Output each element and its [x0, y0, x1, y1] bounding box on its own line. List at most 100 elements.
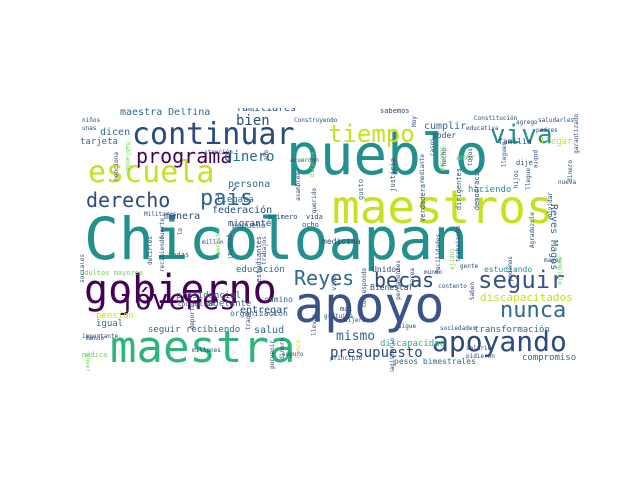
cloud-word: mayor: [544, 257, 563, 264]
cloud-word: completo: [556, 256, 563, 285]
cloud-word: magisterio: [389, 338, 396, 372]
cloud-word: cumplir: [424, 121, 467, 132]
cloud-word: contento: [438, 283, 467, 290]
cloud-word: verdadera: [419, 184, 427, 222]
cloud-word: hecho: [441, 148, 448, 167]
cloud-word: Unidos: [372, 265, 401, 274]
cloud-word: discapacitados: [480, 291, 573, 304]
cloud-word: casos: [429, 138, 436, 157]
cloud-word: mismo: [336, 329, 376, 344]
cloud-word: dirigentes: [455, 168, 463, 211]
cloud-word: dinero: [279, 338, 286, 360]
cloud-word: garantizado: [573, 114, 580, 154]
cloud-word: menciona: [113, 152, 120, 181]
cloud-word: dije: [516, 159, 533, 167]
cloud-word: seguir: [478, 266, 565, 294]
cloud-word: vivo: [331, 276, 338, 291]
cloud-word: gente: [460, 263, 479, 270]
cloud-word: vida: [306, 213, 323, 221]
cloud-word: amor: [456, 153, 476, 162]
cloud-word: nunca: [500, 298, 567, 323]
cloud-word: adultos mayores: [80, 269, 144, 277]
cloud-word: derecho: [86, 188, 171, 212]
cloud-word: compromiso: [522, 353, 577, 363]
cloud-word: pueblo: [286, 123, 489, 188]
cloud-word: poder: [432, 131, 457, 140]
cloud-word: lo: [177, 228, 184, 236]
cloud-word: tarea: [409, 268, 416, 287]
cloud-word: educativa: [466, 125, 499, 132]
cloud-word: podemos: [507, 256, 514, 282]
cloud-word: unas: [82, 125, 97, 132]
cloud-word: justicia: [389, 158, 397, 192]
cloud-word: Agradezcle: [529, 212, 536, 249]
cloud-word: corrupción: [178, 301, 215, 308]
cloud-word: importante: [82, 333, 119, 340]
cloud-word: ocho: [302, 221, 319, 229]
cloud-word: sabemos: [380, 108, 410, 115]
word-cloud: Chicoloapan pueblo apoyo maestros maestr…: [80, 108, 600, 372]
cloud-word: gratuita: [324, 313, 353, 320]
cloud-word: democracia: [473, 168, 481, 211]
cloud-word: pidieron: [466, 353, 495, 360]
cloud-word: Militares: [144, 211, 177, 218]
cloud-word: llevan: [311, 314, 318, 336]
cloud-word: medicina: [322, 237, 361, 246]
cloud-word: mundo: [424, 269, 443, 276]
cloud-word: general: [226, 234, 233, 260]
cloud-word: Construyendo: [294, 117, 338, 124]
cloud-word: millón: [202, 239, 224, 246]
cloud-word: llegaba: [216, 195, 254, 205]
cloud-word: Saben: [469, 282, 476, 301]
cloud-word: escuela: [88, 155, 215, 190]
cloud-word: organización: [230, 309, 288, 318]
cloud-word: año: [263, 150, 270, 161]
cloud-word: todos: [467, 148, 474, 167]
cloud-word: federación: [212, 205, 273, 216]
cloud-word: manera: [164, 211, 201, 222]
cloud-word: Banco: [295, 340, 302, 359]
cloud-word: discapacidad: [380, 339, 446, 349]
cloud-word: principio: [330, 355, 363, 362]
cloud-word: ejidos: [449, 248, 456, 270]
cloud-word: país: [200, 186, 253, 211]
cloud-word: apoyo: [294, 276, 445, 334]
cloud-word: presupuesto: [330, 345, 423, 361]
cloud-word: tiempo: [328, 120, 415, 148]
cloud-word: médica: [82, 351, 108, 359]
cloud-word: camino: [264, 295, 293, 304]
cloud-word: Chicoloapan: [84, 205, 469, 273]
cloud-word: pequeño: [232, 221, 266, 230]
cloud-word: seguir recibiendo: [148, 325, 241, 335]
cloud-word: familiares: [236, 108, 297, 114]
cloud-word: trago: [245, 312, 252, 331]
cloud-word: correspondo: [361, 268, 368, 308]
cloud-word: saludarles: [538, 117, 575, 124]
cloud-word: Reyes: [294, 266, 355, 290]
cloud-word: programa: [136, 144, 233, 168]
cloud-word: estudiando: [484, 265, 533, 274]
cloud-word: hijos: [513, 170, 520, 189]
cloud-word: persona: [228, 179, 271, 190]
cloud-word: inversión: [84, 354, 91, 372]
cloud-word: millones: [192, 347, 221, 354]
cloud-word: tarjeta: [80, 137, 118, 147]
cloud-word: salario: [466, 345, 492, 352]
cloud-word: dijera: [344, 317, 366, 324]
cloud-word: asamblea: [295, 172, 302, 201]
cloud-word: mal: [340, 305, 353, 313]
cloud-word: hablando: [124, 142, 131, 171]
cloud-word: llegue: [525, 168, 532, 190]
cloud-word: decirles: [147, 236, 154, 265]
cloud-word: mediante: [419, 154, 426, 183]
cloud-word: facilidades: [435, 234, 442, 274]
cloud-word: sociedades: [440, 325, 477, 332]
cloud-word: apoyando: [432, 325, 567, 358]
cloud-word: entregar: [240, 305, 289, 316]
cloud-word: haciendo: [468, 185, 512, 195]
cloud-word: sociales: [80, 254, 86, 283]
cloud-word: todas: [168, 251, 190, 259]
cloud-word: presidencial: [176, 291, 242, 301]
cloud-word: estudiantes: [255, 236, 263, 283]
cloud-word: adelante: [208, 299, 252, 309]
